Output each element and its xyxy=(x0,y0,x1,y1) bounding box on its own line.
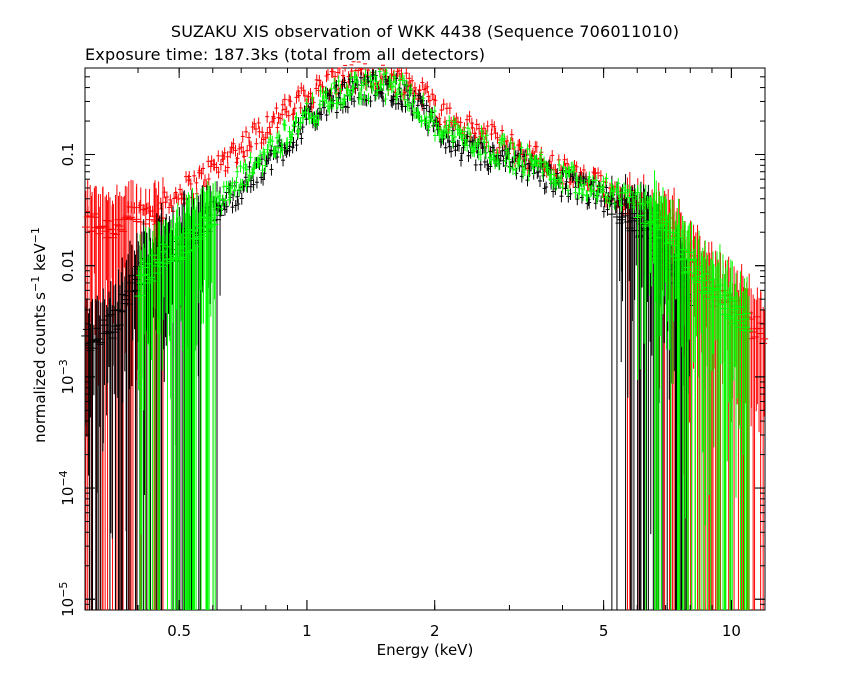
y-axis-label-base: normalized counts s xyxy=(31,292,49,443)
data-series-2 xyxy=(134,68,753,610)
chart-title: SUZAKU XIS observation of WKK 4438 (Sequ… xyxy=(170,22,680,41)
series-group xyxy=(81,61,769,610)
y-axis-ticks: 10−5 10−4 10−3 0.01 0.1 xyxy=(57,76,765,617)
y-axis-label-sup-1: −1 xyxy=(29,276,42,292)
x-tick-label: 1 xyxy=(302,622,312,640)
x-axis-label: Energy (keV) xyxy=(377,641,474,659)
data-series-1 xyxy=(81,69,694,610)
y-tick-label: 0.01 xyxy=(59,249,77,282)
chart-subtitle: Exposure time: 187.3ks (total from all d… xyxy=(85,45,486,64)
data-series-0 xyxy=(81,61,769,610)
x-axis-ticks: 0.5 1 2 5 10 xyxy=(84,68,741,640)
y-tick-label: 10−3 xyxy=(57,359,78,394)
x-tick-label: 5 xyxy=(599,622,609,640)
y-tick-label: 10−4 xyxy=(57,470,78,505)
y-axis-label: normalized counts s−1 keV−1 xyxy=(29,227,50,443)
y-tick-label: 10−5 xyxy=(57,582,78,617)
x-tick-label: 10 xyxy=(722,622,741,640)
y-axis-label-mid: keV xyxy=(31,243,49,276)
y-tick-label: 0.1 xyxy=(59,143,77,167)
x-tick-label: 0.5 xyxy=(167,622,191,640)
x-tick-label: 2 xyxy=(430,622,440,640)
y-axis-label-sup-2: −1 xyxy=(29,227,42,243)
